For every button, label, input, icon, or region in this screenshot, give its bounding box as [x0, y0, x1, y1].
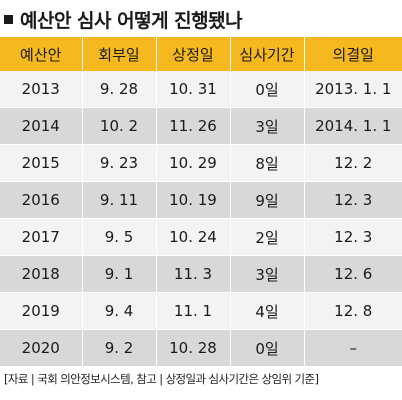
- header-referral-date: 회부일: [82, 37, 157, 71]
- table-row: 2013 9. 28 10. 31 0일 2013. 1. 1: [0, 71, 402, 108]
- page-title: 예산안 심사 어떻게 진행됐나: [4, 4, 243, 34]
- cell-resolution: 12. 3: [304, 218, 402, 256]
- cell-referral: 9. 5: [82, 218, 157, 256]
- cell-referral: 10. 2: [82, 107, 157, 145]
- cell-resolution: 12. 6: [304, 255, 402, 293]
- cell-period: 4일: [230, 292, 305, 330]
- cell-submission: 10. 28: [156, 329, 231, 367]
- cell-submission: 11. 3: [156, 255, 231, 293]
- cell-resolution: 2013. 1. 1: [304, 71, 402, 108]
- budget-review-table: 예산안 회부일 상정일 심사기간 의결일 2013 9. 28 10. 31 0…: [0, 37, 402, 367]
- table-row: 2020 9. 2 10. 28 0일 –: [0, 329, 402, 367]
- source-note: [자료 | 국회 의안정보시스템, 참고 | 상정일과 심사기간은 상임위 기준…: [4, 372, 319, 386]
- cell-resolution: 12. 8: [304, 292, 402, 330]
- cell-submission: 10. 31: [156, 71, 231, 108]
- cell-year: 2019: [0, 292, 83, 330]
- cell-period: 3일: [230, 255, 305, 293]
- header-submission-date: 상정일: [156, 37, 231, 71]
- header-row: 예산안 회부일 상정일 심사기간 의결일: [0, 37, 402, 71]
- bullet-square-icon: [4, 14, 13, 24]
- cell-period: 3일: [230, 107, 305, 145]
- table-row: 2014 10. 2 11. 26 3일 2014. 1. 1: [0, 107, 402, 145]
- cell-referral: 9. 28: [82, 71, 157, 108]
- cell-resolution: 12. 3: [304, 181, 402, 219]
- cell-referral: 9. 1: [82, 255, 157, 293]
- cell-referral: 9. 23: [82, 144, 157, 182]
- table-row: 2019 9. 4 11. 1 4일 12. 8: [0, 292, 402, 330]
- cell-year: 2013: [0, 71, 83, 108]
- cell-submission: 10. 24: [156, 218, 231, 256]
- cell-submission: 10. 19: [156, 181, 231, 219]
- cell-year: 2014: [0, 107, 83, 145]
- cell-period: 8일: [230, 144, 305, 182]
- title-text: 예산안 심사 어떻게 진행됐나: [20, 9, 243, 32]
- cell-year: 2018: [0, 255, 83, 293]
- table-row: 2016 9. 11 10. 19 9일 12. 3: [0, 181, 402, 219]
- header-resolution-date: 의결일: [304, 37, 402, 71]
- cell-year: 2020: [0, 329, 83, 367]
- cell-referral: 9. 2: [82, 329, 157, 367]
- table-row: 2018 9. 1 11. 3 3일 12. 6: [0, 255, 402, 293]
- cell-period: 0일: [230, 329, 305, 367]
- cell-referral: 9. 4: [82, 292, 157, 330]
- cell-resolution: –: [304, 329, 402, 367]
- cell-submission: 10. 29: [156, 144, 231, 182]
- cell-year: 2016: [0, 181, 83, 219]
- cell-period: 9일: [230, 181, 305, 219]
- header-budget-year: 예산안: [0, 37, 83, 71]
- cell-resolution: 12. 2: [304, 144, 402, 182]
- cell-year: 2015: [0, 144, 83, 182]
- table-row: 2017 9. 5 10. 24 2일 12. 3: [0, 218, 402, 256]
- cell-referral: 9. 11: [82, 181, 157, 219]
- cell-year: 2017: [0, 218, 83, 256]
- header-review-period: 심사기간: [230, 37, 305, 71]
- cell-period: 2일: [230, 218, 305, 256]
- cell-submission: 11. 1: [156, 292, 231, 330]
- table-row: 2015 9. 23 10. 29 8일 12. 2: [0, 144, 402, 182]
- cell-submission: 11. 26: [156, 107, 231, 145]
- cell-period: 0일: [230, 71, 305, 108]
- cell-resolution: 2014. 1. 1: [304, 107, 402, 145]
